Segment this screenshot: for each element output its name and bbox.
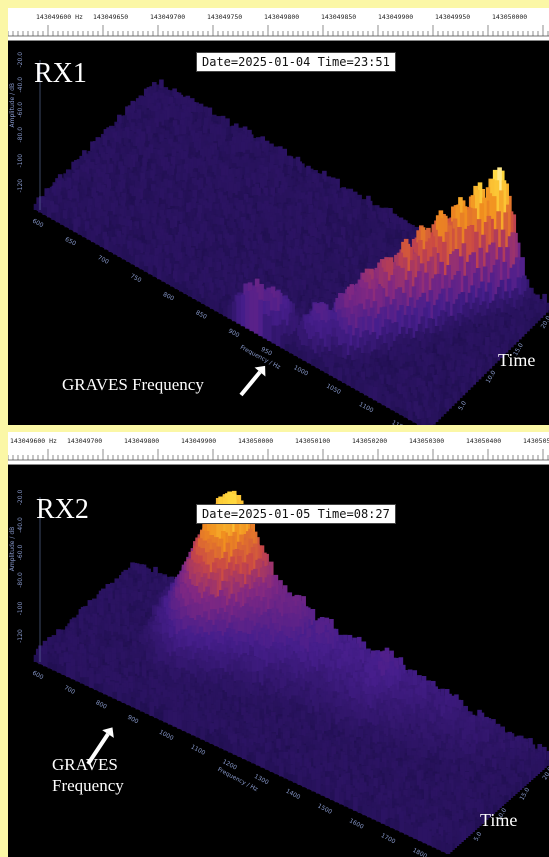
ruler-tick-label: 143049800	[124, 437, 159, 445]
ruler-tick-label: 143049850	[321, 13, 356, 21]
amplitude-tick-label: -40.0	[17, 77, 24, 93]
ruler-tick-label: 143049600 Hz	[10, 437, 57, 445]
amplitude-axis-title: Amplitude / dB	[9, 83, 16, 128]
amplitude-tick-label: -20.0	[17, 52, 24, 68]
time-tick-label: 20.0	[540, 315, 549, 330]
amplitude-tick-label: -80.0	[17, 127, 24, 143]
ruler-tick-label: 143050000	[238, 437, 273, 445]
ruler-tick-label: 143049700	[67, 437, 102, 445]
ruler-tick-label: 143050000	[492, 13, 527, 21]
amplitude-tick-label: -120	[17, 179, 24, 193]
amplitude-tick-label: -60.0	[17, 102, 24, 118]
ruler-tick-label: 143049800	[264, 13, 299, 21]
frequency-tick-label: 700	[96, 254, 110, 266]
waterfall-panel-rx1: 143049600 Hz 143049650 143049700 143049750 1…	[8, 8, 549, 425]
ruler-ticks: 143049600 Hz 143049650 143049700 143049750 1…	[8, 13, 549, 37]
frequency-tick-label: 950	[260, 346, 274, 358]
frequency-tick-label: 1050	[325, 383, 342, 396]
graves-frequency-label: GRAVES Frequency	[62, 375, 204, 394]
frequency-ruler: 143049600 Hz 143049700 143049800 143049900 1…	[8, 432, 549, 465]
waterfall-plot: 600 650 700 750 800 850 900 950 1000 1050 1100 1150…	[9, 52, 549, 425]
waterfall-plot: 6007008009001000110012001300140015001600…	[9, 490, 549, 857]
frequency-tick-label: 1100	[358, 401, 375, 414]
ruler-tick-label: 143050100	[295, 437, 330, 445]
ruler-tick-label: 143050200	[352, 437, 387, 445]
ruler-tick-label: 143049750	[207, 13, 242, 21]
frequency-ruler: 143049600 Hz 143049650 143049700 143049750 1…	[8, 8, 549, 41]
frequency-tick-label: 900	[227, 328, 241, 340]
ruler-tick-label: 143050400	[466, 437, 501, 445]
ruler-tick-label: 143049950	[435, 13, 470, 21]
ruler-tick-label: 143049900	[181, 437, 216, 445]
frequency-tick-label: 750	[129, 273, 143, 285]
frequency-tick-label: 650	[64, 236, 78, 248]
waterfall-panel-rx2: 143049600 Hz 143049700 143049800 143049900 1…	[8, 432, 549, 857]
ruler-tick-label: 143049700	[150, 13, 185, 21]
frequency-tick-label: 600	[31, 218, 45, 230]
frequency-tick-label: 850	[194, 309, 208, 321]
ruler-ticks: 143049600 Hz 143049700 143049800 143049900 1…	[8, 437, 549, 461]
waterfall-traces	[33, 490, 549, 854]
time-axis-title: Time	[498, 350, 536, 370]
amplitude-tick-label: -100	[17, 154, 24, 168]
time-tick-label: 5.0	[457, 400, 468, 412]
arrow-shaft	[239, 370, 262, 397]
receiver-label: RX1	[34, 58, 87, 89]
waterfall-traces	[33, 79, 549, 425]
ruler-tick-label: 143049900	[378, 13, 413, 21]
ruler-tick-label: 143050500	[523, 437, 549, 445]
ruler-tick-label: 143049650	[93, 13, 128, 21]
frequency-tick-label: 800	[162, 291, 176, 303]
ruler-tick-label: 143050300	[409, 437, 444, 445]
frequency-tick-label: 1150	[390, 419, 407, 425]
arrow-head	[254, 365, 266, 377]
date-time-stamp: Date=2025-01-04 Time=23:51	[196, 52, 396, 72]
ruler-tick-label: 143049600 Hz	[36, 13, 83, 21]
frequency-tick-label: 1000	[292, 364, 309, 377]
